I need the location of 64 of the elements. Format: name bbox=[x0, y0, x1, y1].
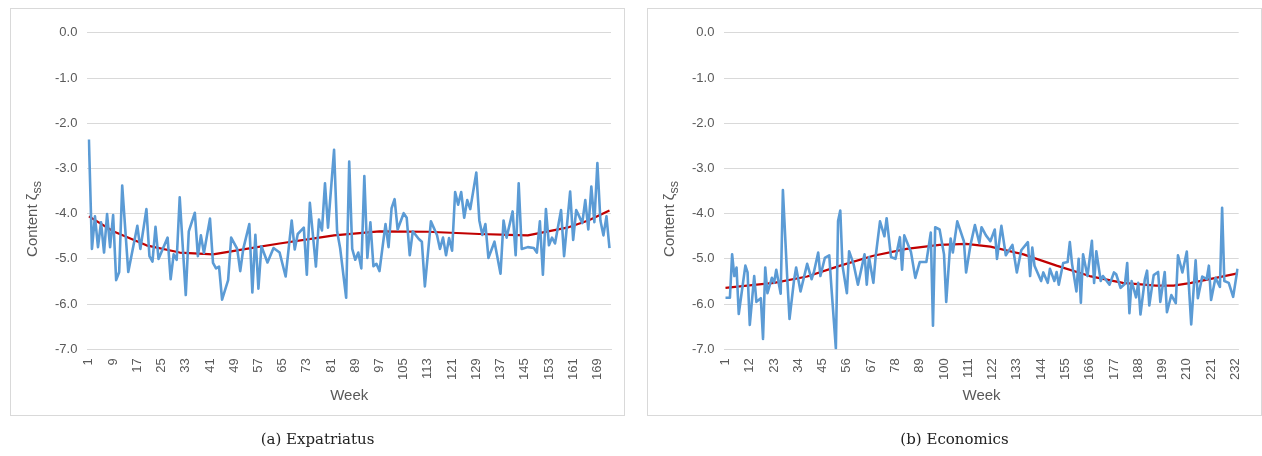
x-tick-label: 166 bbox=[1081, 358, 1097, 381]
text: (b) Economics bbox=[899, 430, 1010, 448]
x-tick-label: 1 bbox=[717, 358, 733, 366]
x-tick-label: 89 bbox=[911, 358, 927, 373]
x-tick-label: 57 bbox=[249, 358, 265, 373]
x-tick-label: 210 bbox=[1178, 358, 1194, 381]
x-tick-label: 145 bbox=[516, 358, 532, 381]
y-tick-label: -4.0 bbox=[691, 205, 715, 221]
y-tick-label: 0.0 bbox=[59, 24, 78, 40]
x-tick-label: 89 bbox=[346, 358, 362, 373]
x-tick-label: 188 bbox=[1129, 358, 1145, 381]
x-tick-label: 169 bbox=[588, 358, 604, 381]
y-tick-label: -2.0 bbox=[691, 114, 715, 130]
x-axis-title: Week bbox=[962, 386, 1002, 404]
y-tick-label: -6.0 bbox=[54, 295, 78, 311]
x-tick-label: 121 bbox=[443, 358, 459, 381]
y-tick-label: -2.0 bbox=[54, 114, 78, 130]
y-tick-label: -6.0 bbox=[691, 295, 715, 311]
x-tick-label: 67 bbox=[862, 358, 878, 373]
x-tick-label: 81 bbox=[322, 358, 338, 373]
x-tick-label: 105 bbox=[395, 358, 411, 381]
y-tick-label: -7.0 bbox=[691, 340, 715, 356]
x-tick-label: 100 bbox=[935, 358, 951, 381]
x-tick-label: 153 bbox=[540, 358, 556, 381]
x-tick-label: 56 bbox=[838, 358, 854, 373]
y-tick-label: -1.0 bbox=[54, 69, 78, 85]
x-tick-label: 111 bbox=[959, 358, 975, 379]
x-tick-label: 122 bbox=[984, 358, 1000, 381]
y-tick-label: -5.0 bbox=[691, 250, 715, 266]
x-tick-label: 144 bbox=[1032, 358, 1048, 381]
x-tick-label: 137 bbox=[492, 358, 508, 381]
x-tick-label: 49 bbox=[225, 358, 241, 373]
y-tick-label: -4.0 bbox=[54, 205, 78, 221]
x-tick-label: 232 bbox=[1226, 358, 1242, 381]
x-tick-label: 65 bbox=[274, 358, 290, 373]
x-tick-label: 113 bbox=[419, 358, 435, 380]
x-tick-label: 45 bbox=[814, 358, 830, 373]
x-tick-label: 129 bbox=[467, 358, 483, 381]
x-tick-label: 221 bbox=[1202, 358, 1218, 381]
x-tick-label: 73 bbox=[298, 358, 314, 373]
x-tick-label: 23 bbox=[765, 358, 781, 373]
x-axis-title: Week bbox=[330, 386, 369, 404]
x-tick-label: 9 bbox=[104, 358, 120, 366]
y-tick-label: -3.0 bbox=[691, 160, 715, 176]
x-tick-label: 1 bbox=[80, 358, 96, 366]
text: (a) Expatriatus bbox=[259, 430, 376, 448]
x-tick-label: 97 bbox=[371, 358, 387, 373]
x-tick-label: 33 bbox=[177, 358, 193, 373]
x-tick-label: 177 bbox=[1105, 358, 1121, 381]
y-tick-label: -1.0 bbox=[691, 69, 715, 85]
x-tick-label: 78 bbox=[887, 358, 903, 373]
x-tick-label: 199 bbox=[1154, 358, 1170, 381]
x-tick-label: 34 bbox=[789, 358, 805, 373]
x-tick-label: 41 bbox=[201, 358, 217, 373]
x-tick-label: 155 bbox=[1056, 358, 1072, 381]
y-tick-label: 0.0 bbox=[696, 24, 715, 40]
x-tick-label: 25 bbox=[153, 358, 169, 373]
x-tick-label: 17 bbox=[128, 358, 144, 373]
y-tick-label: -3.0 bbox=[54, 160, 78, 176]
x-tick-label: 133 bbox=[1008, 358, 1024, 381]
y-tick-label: -5.0 bbox=[54, 250, 78, 266]
x-tick-label: 161 bbox=[564, 358, 580, 381]
y-tick-label: -7.0 bbox=[54, 340, 78, 356]
x-tick-label: 12 bbox=[741, 358, 757, 373]
